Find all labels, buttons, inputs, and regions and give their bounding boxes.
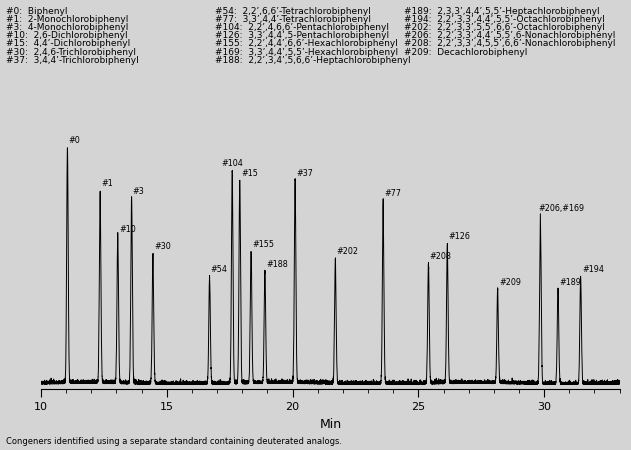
Text: #3:  4-Monochlorobiphenyl: #3: 4-Monochlorobiphenyl: [6, 23, 129, 32]
Text: #0:  Biphenyl: #0: Biphenyl: [6, 7, 68, 16]
Text: #189:  2,3,3’,4,4’,5,5’-Heptachlorobiphenyl: #189: 2,3,3’,4,4’,5,5’-Heptachlorobiphen…: [404, 7, 599, 16]
Text: #15:  4,4’-Dichlorobiphenyl: #15: 4,4’-Dichlorobiphenyl: [6, 40, 131, 49]
Text: #37:  3,4,4’-Trichlorobiphenyl: #37: 3,4,4’-Trichlorobiphenyl: [6, 56, 139, 65]
Text: #3: #3: [133, 187, 144, 196]
Text: #206,#169: #206,#169: [538, 204, 584, 213]
Text: #126: #126: [449, 232, 471, 241]
Text: #155:  2,2’,4,4’,6,6’-Hexachlorobiphenyl: #155: 2,2’,4,4’,6,6’-Hexachlorobiphenyl: [215, 40, 398, 49]
Text: #202:  2,2’,3,3’,5,5’,6,6’-Octachlorobiphenyl: #202: 2,2’,3,3’,5,5’,6,6’-Octachlorobiph…: [404, 23, 604, 32]
Text: #15: #15: [241, 169, 258, 178]
Text: Congeners identified using a separate standard containing deuterated analogs.: Congeners identified using a separate st…: [6, 437, 342, 446]
Text: #30: #30: [154, 242, 171, 251]
Text: #194: #194: [582, 265, 604, 274]
Text: #208:  2,2’,3,3’,4,5,5’,6,6’-Nonachlorobiphenyl: #208: 2,2’,3,3’,4,5,5’,6,6’-Nonachlorobi…: [404, 40, 615, 49]
Text: #208: #208: [430, 252, 452, 261]
Text: #104:  2,2’,4,6,6’-Pentachlorobiphenyl: #104: 2,2’,4,6,6’-Pentachlorobiphenyl: [215, 23, 389, 32]
Text: #209:  Decachlorobiphenyl: #209: Decachlorobiphenyl: [404, 48, 528, 57]
Text: #194:  2,2’,3,3’,4,4’,5,5’-Octachlorobiphenyl: #194: 2,2’,3,3’,4,4’,5,5’-Octachlorobiph…: [404, 15, 604, 24]
Text: #155: #155: [252, 240, 274, 249]
Text: #10:  2,6-Dichlorobiphenyl: #10: 2,6-Dichlorobiphenyl: [6, 31, 128, 40]
Text: #188: #188: [266, 260, 288, 269]
Text: #126:  3,3’,4,4’,5-Pentachlorobiphenyl: #126: 3,3’,4,4’,5-Pentachlorobiphenyl: [215, 31, 389, 40]
Text: #202: #202: [336, 248, 358, 256]
Text: #0: #0: [69, 136, 80, 145]
Text: #10: #10: [119, 225, 136, 234]
Text: #104: #104: [221, 159, 243, 168]
Text: #189: #189: [559, 278, 581, 287]
X-axis label: Min: Min: [319, 418, 341, 431]
Text: #54: #54: [211, 265, 228, 274]
Text: #1: #1: [102, 179, 113, 188]
Text: #54:  2,2’,6,6’-Tetrachlorobiphenyl: #54: 2,2’,6,6’-Tetrachlorobiphenyl: [215, 7, 370, 16]
Text: #206:  2,2’,3,3’,4,4’,5,5’,6-Nonachlorobiphenyl: #206: 2,2’,3,3’,4,4’,5,5’,6-Nonachlorobi…: [404, 31, 615, 40]
Text: #1:  2-Monochlorobiphenyl: #1: 2-Monochlorobiphenyl: [6, 15, 129, 24]
Text: #169:  3,3’,4,4’,5,5’-Hexachlorobiphenyl: #169: 3,3’,4,4’,5,5’-Hexachlorobiphenyl: [215, 48, 398, 57]
Text: #209: #209: [499, 278, 521, 287]
Text: #30:  2,4,6-Trichlorobiphenyl: #30: 2,4,6-Trichlorobiphenyl: [6, 48, 136, 57]
Text: #77: #77: [384, 189, 401, 198]
Text: #77:  3,3’,4,4’-Tetrachlorobiphenyl: #77: 3,3’,4,4’-Tetrachlorobiphenyl: [215, 15, 370, 24]
Text: #37: #37: [297, 169, 313, 178]
Text: #188:  2,2’,3,4’,5,6,6’-Heptachlorobiphenyl: #188: 2,2’,3,4’,5,6,6’-Heptachlorobiphen…: [215, 56, 410, 65]
